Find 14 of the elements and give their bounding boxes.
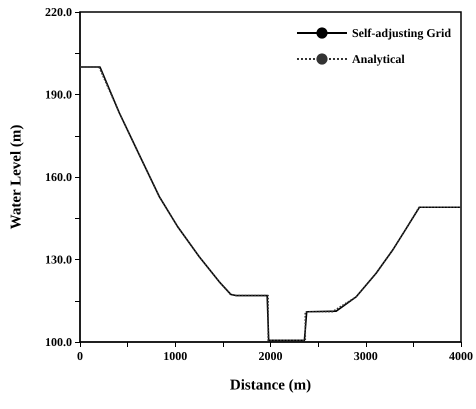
x-tick-label: 3000 <box>354 349 378 363</box>
y-tick-label: 100.0 <box>45 335 72 349</box>
x-tick-label: 4000 <box>449 349 473 363</box>
x-tick-label: 1000 <box>163 349 188 363</box>
y-tick-label: 190.0 <box>45 88 72 102</box>
legend-label: Analytical <box>352 52 406 66</box>
y-tick-label: 160.0 <box>45 170 72 184</box>
x-tick-label: 0 <box>77 349 83 363</box>
y-tick-label: 130.0 <box>45 252 72 266</box>
x-axis-title: Distance (m) <box>230 378 312 394</box>
y-tick-label: 220.0 <box>45 5 72 19</box>
legend-label: Self-adjusting Grid <box>352 26 452 40</box>
x-tick-label: 2000 <box>258 349 282 363</box>
y-axis-title: Water Level (m) <box>8 124 24 230</box>
